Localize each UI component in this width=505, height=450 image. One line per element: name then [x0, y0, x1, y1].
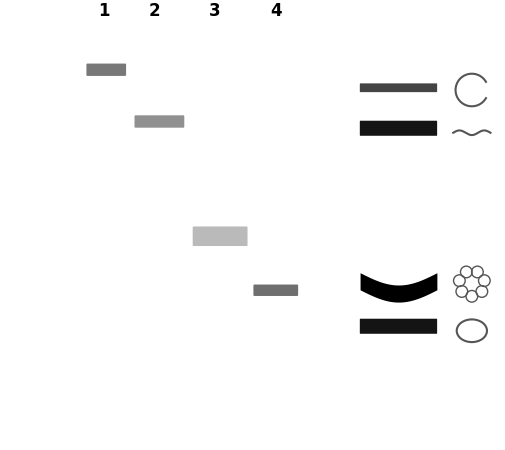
FancyBboxPatch shape	[86, 63, 126, 76]
FancyBboxPatch shape	[253, 284, 297, 296]
FancyBboxPatch shape	[359, 121, 436, 136]
FancyBboxPatch shape	[248, 284, 302, 297]
FancyBboxPatch shape	[134, 115, 184, 128]
FancyBboxPatch shape	[82, 63, 130, 77]
Text: 2: 2	[148, 2, 160, 20]
FancyBboxPatch shape	[86, 105, 232, 138]
FancyBboxPatch shape	[187, 225, 252, 248]
FancyBboxPatch shape	[192, 226, 247, 246]
FancyBboxPatch shape	[129, 114, 189, 129]
FancyBboxPatch shape	[115, 111, 203, 132]
FancyBboxPatch shape	[171, 220, 268, 253]
FancyBboxPatch shape	[359, 83, 436, 92]
Text: 3: 3	[209, 2, 220, 20]
FancyBboxPatch shape	[359, 319, 436, 334]
Text: 1: 1	[98, 2, 109, 20]
FancyBboxPatch shape	[139, 209, 300, 263]
FancyBboxPatch shape	[71, 59, 141, 80]
FancyBboxPatch shape	[236, 281, 315, 300]
Text: 4: 4	[270, 2, 281, 20]
